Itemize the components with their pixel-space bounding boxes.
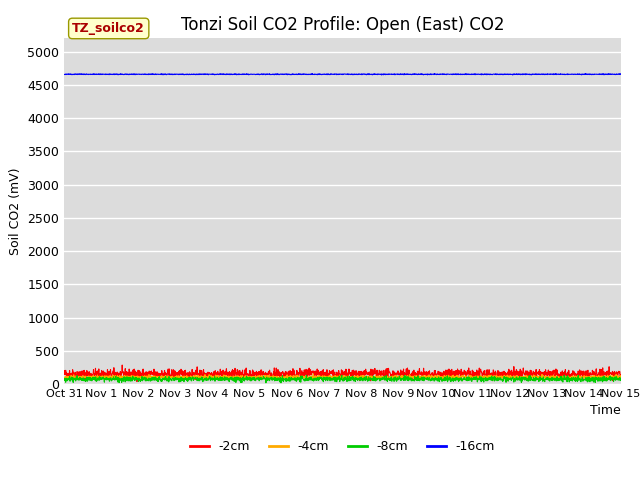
Y-axis label: Soil CO2 (mV): Soil CO2 (mV)	[8, 168, 22, 255]
X-axis label: Time: Time	[590, 405, 621, 418]
Legend: -2cm, -4cm, -8cm, -16cm: -2cm, -4cm, -8cm, -16cm	[185, 435, 500, 458]
Title: Tonzi Soil CO2 Profile: Open (East) CO2: Tonzi Soil CO2 Profile: Open (East) CO2	[180, 16, 504, 34]
Text: TZ_soilco2: TZ_soilco2	[72, 22, 145, 35]
